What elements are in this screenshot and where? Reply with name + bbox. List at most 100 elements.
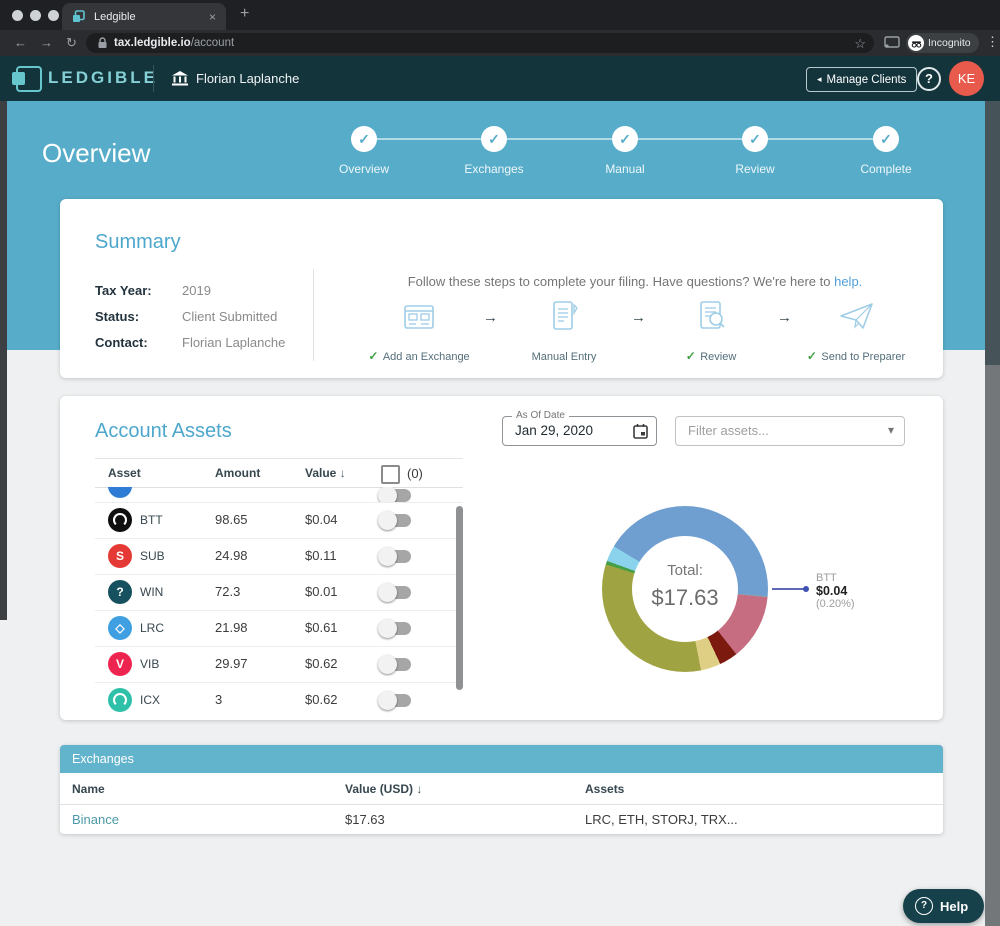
col-value-usd[interactable]: Value (USD) ↓ bbox=[345, 782, 423, 796]
tooltip-value: $0.04 bbox=[816, 584, 848, 598]
url-text: tax.ledgible.io/account bbox=[114, 37, 235, 49]
incognito-label: Incognito bbox=[928, 37, 971, 49]
as-of-date-label: As Of Date bbox=[512, 410, 569, 421]
back-icon[interactable]: ← bbox=[14, 35, 27, 50]
asset-amount: 72.3 bbox=[215, 584, 241, 599]
brand-name: LEDGIBLE bbox=[48, 68, 158, 87]
reload-icon[interactable]: ↻ bbox=[66, 35, 77, 50]
coin-icon-win: ? bbox=[108, 580, 132, 604]
asset-toggle[interactable] bbox=[378, 583, 411, 602]
asset-toggle[interactable] bbox=[378, 655, 411, 674]
stepper-label: Exchanges bbox=[464, 162, 524, 176]
col-assets[interactable]: Assets bbox=[585, 782, 625, 796]
step-label-manual-entry: Manual Entry bbox=[531, 351, 597, 363]
asset-value: $0.01 bbox=[305, 584, 338, 599]
check-icon: ✓ bbox=[685, 349, 696, 363]
exchange-assets: LRC, ETH, STORJ, TRX... bbox=[585, 812, 738, 827]
back-triangle-icon: ◂ bbox=[817, 74, 822, 84]
page-scrollbar[interactable] bbox=[985, 365, 1000, 926]
manage-clients-button[interactable]: ◂ Manage Clients bbox=[806, 67, 918, 92]
tab-favicon bbox=[72, 10, 85, 23]
exchange-row: Binance $17.63 LRC, ETH, STORJ, TRX... bbox=[60, 804, 943, 834]
step-label-add-exchange: ✓ Add an Exchange bbox=[368, 349, 470, 363]
as-of-date-field[interactable]: As Of Date Jan 29, 2020 bbox=[502, 410, 657, 446]
callout-line bbox=[772, 588, 804, 590]
new-tab-icon[interactable]: + bbox=[240, 5, 250, 22]
summary-card: Summary Tax Year: 2019 Status: Client Su… bbox=[60, 199, 943, 378]
asset-symbol: LRC bbox=[140, 621, 165, 635]
window-control-dot[interactable] bbox=[12, 10, 23, 21]
summary-instruction: Follow these steps to complete your fili… bbox=[407, 274, 863, 289]
window-control-dot[interactable] bbox=[30, 10, 41, 21]
stepper-label: Overview bbox=[338, 162, 389, 176]
help-link[interactable]: help. bbox=[834, 274, 863, 289]
cast-icon[interactable] bbox=[884, 36, 900, 49]
summary-heading: Summary bbox=[95, 231, 181, 253]
table-row: ICX 3 $0.62 bbox=[95, 682, 463, 718]
field-value: Florian Laplanche bbox=[182, 335, 286, 350]
add-exchange-icon bbox=[402, 301, 436, 333]
step-label-send-to-preparer: ✓ Send to Preparer bbox=[806, 349, 906, 363]
asset-value: $0.62 bbox=[305, 692, 338, 707]
header-help-icon[interactable]: ? bbox=[917, 67, 941, 91]
account-assets-card: Account Assets As Of Date Jan 29, 2020 F… bbox=[60, 396, 943, 720]
calendar-icon[interactable] bbox=[633, 423, 648, 439]
stepper-check-complete[interactable]: ✓ bbox=[873, 126, 899, 152]
stepper-check-review[interactable]: ✓ bbox=[742, 126, 768, 152]
col-name[interactable]: Name bbox=[72, 782, 105, 796]
app-header: LEDGIBLE Florian Laplanche bbox=[0, 56, 1000, 101]
browser-menu-icon[interactable]: ⋮ bbox=[986, 34, 999, 49]
exchanges-card: Exchanges Name Value (USD) ↓ Assets Bina… bbox=[60, 745, 943, 834]
browser-tab[interactable]: Ledgible × bbox=[62, 3, 226, 30]
table-row: BTT 98.65 $0.04 bbox=[95, 502, 463, 539]
asset-toggle[interactable] bbox=[378, 511, 411, 530]
coin-icon-vib: V bbox=[108, 652, 132, 676]
asset-toggle[interactable] bbox=[378, 487, 411, 502]
asset-value: $0.61 bbox=[305, 620, 338, 635]
window-control-dot[interactable] bbox=[48, 10, 59, 21]
tab-close-icon[interactable]: × bbox=[208, 10, 216, 24]
step-label-review: ✓ Review bbox=[685, 349, 737, 363]
user-avatar[interactable]: KE bbox=[949, 61, 984, 96]
forward-icon[interactable]: → bbox=[40, 35, 53, 50]
bookmark-star-icon[interactable]: ☆ bbox=[854, 36, 866, 51]
page-scrollbar[interactable] bbox=[985, 101, 1000, 365]
col-value[interactable]: Value ↓ bbox=[305, 466, 346, 480]
table-scrollbar[interactable] bbox=[456, 506, 463, 690]
as-of-date-value: Jan 29, 2020 bbox=[515, 423, 594, 438]
address-bar[interactable]: tax.ledgible.io/account ☆ bbox=[86, 33, 874, 53]
stepper-check-manual[interactable]: ✓ bbox=[612, 126, 638, 152]
window-left-edge bbox=[0, 101, 7, 620]
col-asset[interactable]: Asset bbox=[108, 466, 141, 480]
select-all-checkbox[interactable] bbox=[381, 465, 400, 484]
tooltip-percent: (0.20%) bbox=[816, 598, 855, 610]
summary-divider bbox=[313, 269, 314, 361]
chevron-down-icon: ▾ bbox=[887, 423, 894, 437]
browser-toolbar: ← → ↻ tax.ledgible.io/account ☆ Incognit… bbox=[0, 30, 1000, 56]
asset-toggle[interactable] bbox=[378, 619, 411, 638]
table-row: S SUB 24.98 $0.11 bbox=[95, 538, 463, 575]
stepper-label: Complete bbox=[860, 162, 912, 176]
asset-value: $0.11 bbox=[305, 548, 337, 563]
stepper-check-exchanges[interactable]: ✓ bbox=[481, 126, 507, 152]
stepper-check-overview[interactable]: ✓ bbox=[351, 126, 377, 152]
asset-toggle[interactable] bbox=[378, 547, 411, 566]
exchange-name-link[interactable]: Binance bbox=[72, 812, 119, 827]
sort-desc-icon: ↓ bbox=[416, 782, 423, 796]
tooltip-asset: BTT bbox=[816, 572, 837, 584]
coin-icon-icx bbox=[108, 688, 132, 712]
coin-icon bbox=[108, 487, 132, 498]
lock-icon bbox=[97, 37, 108, 49]
field-value: Client Submitted bbox=[182, 309, 278, 324]
asset-toggle[interactable] bbox=[378, 691, 411, 710]
col-amount[interactable]: Amount bbox=[215, 466, 261, 480]
asset-amount: 98.65 bbox=[215, 512, 248, 527]
help-button[interactable]: ? Help bbox=[903, 889, 985, 923]
filter-assets-select[interactable]: Filter assets... ▾ bbox=[675, 416, 905, 446]
stepper-connector bbox=[768, 138, 873, 140]
table-row: ◇ LRC 21.98 $0.61 bbox=[95, 610, 463, 647]
incognito-icon bbox=[908, 35, 924, 51]
field-value: 2019 bbox=[182, 283, 211, 298]
donut-tooltip: BTT $0.04 (0.20%) bbox=[816, 572, 855, 610]
field-label: Contact: bbox=[95, 335, 148, 350]
